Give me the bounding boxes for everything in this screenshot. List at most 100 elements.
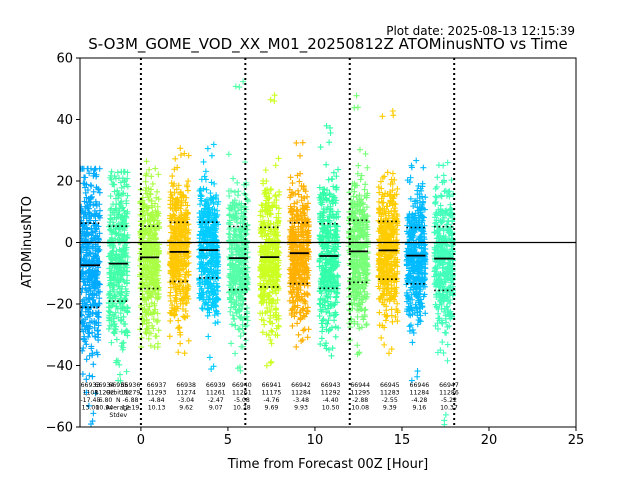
stat-column: 66944 11295 -2.88 10.08: [350, 382, 370, 412]
stat-value: -4.84: [149, 397, 165, 404]
chart-title: S-O3M_GOME_VOD_XX_M01_20250812Z ATOMinus…: [88, 35, 567, 54]
orbit-markers-66946: [431, 159, 457, 427]
stat-value: Orbit Nr: [106, 390, 131, 397]
orbit-points-66946: [431, 159, 457, 427]
stat-value: N: [116, 397, 121, 404]
stat-value: 12.19: [122, 405, 140, 412]
stat-value: 66940: [232, 382, 252, 389]
stat-column: 66939 11261 -2.47 9.07: [206, 382, 226, 412]
orbit-markers-66939: [225, 78, 251, 374]
x-tick-label: 0: [137, 433, 145, 448]
stat-value: 66945: [380, 382, 400, 389]
stat-value: 10.50: [322, 405, 340, 412]
stat-value: -5.08: [234, 397, 250, 404]
stat-value: 66947: [439, 382, 459, 389]
y-tick-label: 60: [56, 52, 73, 67]
orbit-markers-66944: [375, 108, 401, 357]
orbit-markers-66941: [286, 139, 312, 350]
stat-column: 66941 11175 -4.76 9.69: [262, 382, 282, 412]
stat-value: 11175: [262, 390, 282, 397]
stat-value: 66936: [121, 382, 141, 389]
orbit-points-66938: [196, 141, 222, 373]
stat-value: 11284: [410, 390, 430, 397]
stat-value: -4.28: [411, 397, 427, 404]
stat-value: 11284: [291, 390, 311, 397]
orbit-points-66944: [375, 108, 401, 357]
data-points: [80, 78, 457, 427]
stat-value: 66946: [410, 382, 430, 389]
stat-value: 9.93: [294, 405, 308, 412]
y-tick-label: 0: [65, 236, 73, 251]
stat-value: -3.48: [293, 397, 309, 404]
orbit-points-66945: [403, 157, 429, 384]
stat-value: 11295: [350, 390, 370, 397]
orbit-points-66934: [105, 168, 131, 384]
orbit-markers-66933: [80, 165, 103, 427]
orbit-markers-66937: [166, 145, 192, 357]
stat-value: -5.22: [441, 397, 457, 404]
stat-column: 66940 11261 -5.08 10.28: [232, 382, 252, 412]
stat-value: 9.69: [265, 405, 279, 412]
stat-value: 66933: [81, 382, 101, 389]
plot-date: Plot date: 2025-08-13 12:15:39: [386, 24, 575, 38]
stat-value: 66942: [291, 382, 311, 389]
orbit-markers-66938: [196, 141, 222, 373]
orbit-markers-66934: [105, 168, 131, 384]
stat-value: 1108: [83, 390, 99, 397]
stat-value: 9.62: [179, 405, 193, 412]
stat-value: Average: [106, 405, 132, 412]
stat-value: 66944: [350, 382, 370, 389]
overlay-lines: [80, 58, 576, 427]
axis-ticks: 0 5 10 15 20 25 −60 −40 −20 0 20 40 60: [46, 52, 585, 449]
orbit-markers-66942: [316, 122, 342, 359]
stat-value: -4.40: [323, 397, 339, 404]
x-tick-label: 5: [224, 433, 232, 448]
stat-column: 66937 11293 -4.84 10.13: [147, 382, 167, 412]
x-tick-label: 25: [568, 433, 585, 448]
x-tick-label: 10: [307, 433, 324, 448]
stat-value: 11279: [121, 390, 141, 397]
orbit-markers-66945: [403, 157, 429, 384]
stat-column: 66934 11292 -6.80 10.94: [95, 382, 115, 412]
stat-value: 11286: [439, 390, 459, 397]
stat-value: 10.37: [440, 405, 458, 412]
y-tick-label: 20: [56, 175, 73, 190]
stat-column: 66945 11283 -2.55 9.39: [380, 382, 400, 412]
stat-value: -3.04: [178, 397, 194, 404]
stat-column: 66935 Orbit Nr N Average Stdev: [106, 382, 132, 419]
stat-value: 11261: [206, 390, 226, 397]
stat-value: 11283: [380, 390, 400, 397]
stat-value: 10.08: [351, 405, 369, 412]
stat-value: -2.88: [352, 397, 368, 404]
orbit-markers-66940: [257, 92, 283, 369]
stat-value: 11261: [232, 390, 252, 397]
stat-value: 11292: [321, 390, 341, 397]
orbit-points-66940: [257, 92, 283, 369]
stat-value: 9.16: [412, 405, 426, 412]
stat-value: 66935: [108, 382, 128, 389]
stat-value: 11293: [147, 390, 167, 397]
orbit-points-66933: [80, 165, 103, 427]
orbit-points-66939: [225, 78, 251, 374]
y-axis-label: ATOMinusNTO: [20, 196, 35, 288]
stat-column: 66946 11284 -4.28 9.16: [410, 382, 430, 412]
stat-value: 66937: [147, 382, 167, 389]
stat-value: -2.55: [382, 397, 398, 404]
orbit-points-66941: [286, 139, 312, 350]
stat-value: 10.94: [96, 405, 114, 412]
stat-value: 66943: [321, 382, 341, 389]
orbit-points-66937: [166, 145, 192, 357]
stat-value: -4.76: [263, 397, 279, 404]
y-tick-label: −40: [46, 359, 73, 374]
x-tick-label: 20: [481, 433, 498, 448]
y-tick-label: −60: [46, 421, 73, 436]
stat-value: 9.07: [209, 405, 223, 412]
stat-value: -6.80: [96, 397, 112, 404]
stat-value: 66939: [206, 382, 226, 389]
stat-column: 66943 11292 -4.40 10.50: [321, 382, 341, 412]
stat-value: 10.28: [233, 405, 251, 412]
x-tick-label: 15: [394, 433, 411, 448]
stat-column: 66942 11284 -3.48 9.93: [291, 382, 311, 412]
